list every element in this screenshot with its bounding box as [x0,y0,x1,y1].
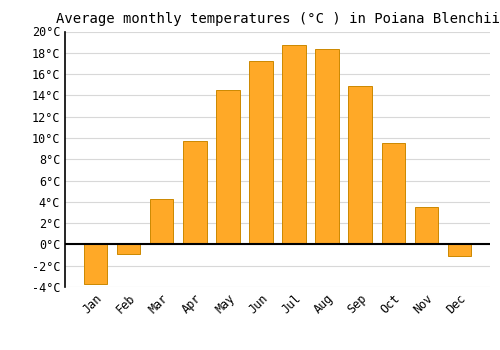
Bar [316,49,338,244]
Bar [250,61,272,244]
Bar [184,141,206,244]
Bar [448,244,470,256]
Bar [216,90,240,244]
Bar [150,199,174,244]
Bar [118,244,141,254]
Bar [348,86,372,244]
Bar [414,207,438,244]
Title: Average monthly temperatures (°C ) in Poiana Blenchii: Average monthly temperatures (°C ) in Po… [56,12,500,26]
Bar [282,46,306,244]
Bar [382,143,404,244]
Bar [84,244,108,284]
